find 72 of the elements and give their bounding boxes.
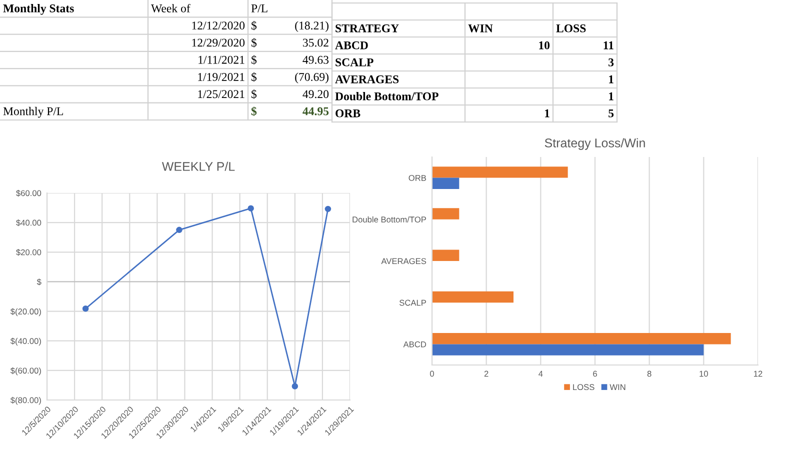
x-tick-label: 2 [484,370,488,377]
x-tick-label: 12 [754,370,762,377]
text: 1 [609,92,614,100]
text: 44.95 [302,107,329,116]
bar [432,332,731,344]
point [324,206,332,212]
y-tick-label: $(60.00) [10,367,41,376]
x-tick-label: 10 [700,370,708,377]
y-tick-label: $40.00 [16,219,42,226]
text: (18.21) [295,21,328,32]
text: STRATEGY [336,24,399,32]
text: Double Bottom/TOP [335,92,438,100]
chart-title: Strategy Loss/Win [544,138,645,150]
text: 1/19/2021 [198,72,244,81]
x-tick-label: 0 [430,370,434,377]
text: $ [252,55,257,65]
y-tick-label: ORB [408,175,426,181]
x-tick-label: 4 [538,370,543,377]
x-tick-label: 8 [647,370,652,377]
text: SCALP [336,58,374,66]
bar [432,208,460,220]
text: $ [252,89,257,99]
y-tick-label: $20.00 [16,248,42,256]
text: 49.63 [302,56,329,64]
point [292,383,298,390]
text: $ [251,106,257,116]
text: Week of [151,4,190,12]
y-tick-label: ABCD [403,341,426,348]
y-tick-label: $(20.00) [10,308,41,316]
text: P/L [251,4,268,12]
text: 12/29/2020 [192,38,245,47]
bar [432,291,514,303]
bar [432,178,460,190]
text: 12/12/2020 [192,22,245,30]
text: (70.69) [295,72,328,84]
text: 3 [608,58,614,66]
text: ABCD [335,41,368,50]
bar [432,166,568,178]
text: AVERAGES [335,75,399,84]
y-tick-label: $60.00 [16,190,42,197]
chart-title: WEEKLY P/L [162,162,235,171]
text: 1/11/2021 [198,56,244,64]
text: 1 [609,75,614,84]
point [176,226,182,234]
text: $ [252,20,257,30]
y-tick-label: $ [36,278,42,286]
text: WIN [468,24,493,32]
y-tick-label: Double Bottom/TOP [352,216,426,222]
y-tick-label: $(40.00) [10,338,41,346]
point [82,306,89,312]
legend-label: LOSS [573,384,594,390]
text: $ [252,72,257,82]
text: 5 [608,109,614,118]
legend-label: WIN [610,384,626,390]
bar [432,344,704,356]
point [248,205,254,212]
text: 11 [604,41,614,50]
text: 35.02 [303,38,328,47]
text: 49.20 [302,90,329,98]
x-tick-label: 6 [593,370,597,377]
bar [432,250,460,261]
y-tick-label: $(80.00) [10,396,41,405]
text: 10 [539,41,550,50]
text: 1 [545,109,550,118]
text: ORB [336,109,360,118]
text: 1/25/2021 [198,90,244,98]
y-tick-label: AVERAGES [381,258,426,264]
text: Monthly Stats [3,4,74,15]
text: LOSS [556,24,586,32]
text: Monthly P/L [3,106,63,118]
y-tick-label: SCALP [399,300,426,306]
text: $ [252,38,257,48]
